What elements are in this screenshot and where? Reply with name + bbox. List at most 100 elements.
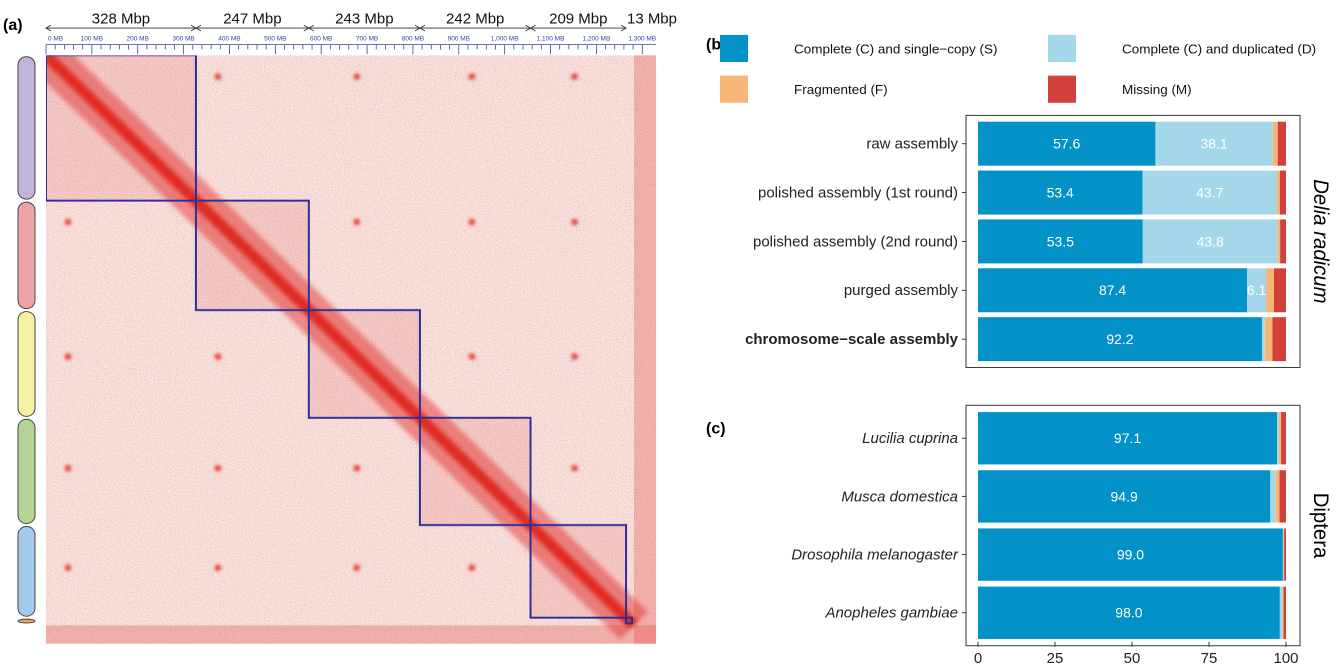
bar-segment-F <box>1283 528 1285 581</box>
size-label: 247 Mbp <box>223 11 281 27</box>
category-label: Lucilia cuprina <box>862 431 958 447</box>
size-label: 13 Mbp <box>627 11 677 27</box>
bar-segment-F <box>1278 412 1282 465</box>
size-arrow-head <box>620 24 627 32</box>
bar-segment-F <box>1265 268 1274 313</box>
x-tick-label: 0 <box>974 651 982 667</box>
bar-segment-F <box>1277 170 1280 215</box>
bar-segment-M <box>1283 586 1286 639</box>
bar-data-label: 6.1 <box>1247 283 1266 298</box>
ruler-tick-label: 0 MB <box>48 36 63 43</box>
bar-segment-M <box>1272 317 1286 362</box>
ruler-tick-label: 300 MB <box>172 36 194 43</box>
chromosome-segment <box>17 618 36 624</box>
bar-segment-D <box>1279 586 1283 639</box>
ruler-tick-label: 100 MB <box>81 36 103 43</box>
legend-label: Missing (M) <box>1122 82 1192 97</box>
legend-swatch <box>720 34 748 63</box>
category-label: Anopheles gambiae <box>824 606 958 622</box>
legend-label: Complete (C) and duplicated (D) <box>1122 42 1316 57</box>
bar-segment-S <box>978 121 1156 166</box>
bar-segment-F <box>1277 219 1281 264</box>
chromosome-box <box>529 524 628 619</box>
map-centromere-dots <box>64 73 578 572</box>
bar-segment-S <box>978 528 1283 581</box>
bar-segment-M <box>1273 268 1286 313</box>
bar-segment-D <box>1247 268 1266 313</box>
size-arrow-head <box>419 24 426 32</box>
size-arrow-head <box>45 24 52 32</box>
bar-segment-S <box>978 170 1143 215</box>
x-tick-label: 75 <box>1201 651 1218 667</box>
strip-label-diptera: Diptera <box>1309 493 1332 559</box>
bar-data-label: 43.8 <box>1197 234 1225 249</box>
bar-segment-S <box>978 586 1280 639</box>
bar-segment-D <box>1277 412 1279 465</box>
chromosome-segment <box>17 56 36 200</box>
bar-data-label: 92.2 <box>1106 332 1133 347</box>
bar-segment-S <box>978 317 1262 362</box>
chromosome-size-arrows: 328 Mbp 247 Mbp 243 Mbp 242 Mbp 209 Mbp 13 Mb… <box>45 11 677 32</box>
ruler-tick-label: 200 MB <box>127 36 149 43</box>
panel-c-label: (c) <box>706 421 726 438</box>
bar-segment-F <box>1275 470 1280 523</box>
ruler-tick-label: 1,000 MB <box>491 36 519 43</box>
busco-bars: 57.6 38.1 raw assembly 53.4 43.7 polished ass… <box>745 114 1301 647</box>
bar-segment-M <box>1279 170 1286 215</box>
strip-label-delia-radicum: Delia radicum <box>1309 179 1332 303</box>
bar-data-label: 87.4 <box>1099 283 1127 298</box>
chromosome-boxes <box>46 55 634 625</box>
bar-segment-D <box>1155 121 1273 166</box>
ruler-tick-label: 700 MB <box>356 36 378 43</box>
size-arrow-head <box>307 24 315 32</box>
chromosome-box <box>46 55 197 202</box>
category-label: chromosome−scale assembly <box>745 332 959 348</box>
chromosome-ideogram <box>17 56 36 624</box>
bar-data-label: 57.6 <box>1053 137 1081 152</box>
bar-data-label: 99.0 <box>1117 548 1145 563</box>
chromosome-box <box>307 309 421 419</box>
map-blocks <box>46 55 627 618</box>
legend-label: Complete (C) and single−copy (S) <box>794 42 997 57</box>
panel-a: (a) 328 Mbp 247 Mbp 243 Mbp 242 Mbp 209 Mbp 1… <box>3 11 677 644</box>
bar-data-label: 53.5 <box>1047 234 1075 249</box>
bar-segment-M <box>1284 528 1286 581</box>
chart-legend: Complete (C) and single−copy (S) Complete… <box>720 34 1316 103</box>
map-fringe-right <box>634 55 656 644</box>
bar-data-label: 53.4 <box>1047 186 1075 201</box>
legend-swatch <box>720 75 748 103</box>
size-label: 209 Mbp <box>549 11 607 27</box>
ruler-tick-label: 800 MB <box>402 36 424 43</box>
legend-swatch <box>1048 34 1076 63</box>
map-diagonal <box>46 55 648 639</box>
bar-data-label: 94.9 <box>1111 489 1138 504</box>
chromosome-segment <box>17 311 36 417</box>
size-arrow-head <box>529 24 536 32</box>
ruler-tick-label: 1,100 MB <box>537 36 565 43</box>
bar-segment-D <box>1261 317 1265 362</box>
legend-swatch <box>1048 75 1076 103</box>
bar-segment-M <box>1280 219 1286 264</box>
ruler-tick-label: 400 MB <box>218 36 240 43</box>
panel-bc: (b) (c) Complete (C) and single−copy (S)… <box>706 34 1332 667</box>
size-label: 242 Mbp <box>446 11 504 27</box>
ruler-tick-label: 500 MB <box>264 36 286 43</box>
size-label: 243 Mbp <box>335 11 393 27</box>
legend-label: Fragmented (F) <box>794 82 888 97</box>
bar-segment-M <box>1279 470 1286 523</box>
chromosome-segment <box>17 418 36 525</box>
panel-a-label: (a) <box>3 17 23 34</box>
bar-data-label: 38.1 <box>1200 137 1227 152</box>
bar-segment-M <box>1277 121 1286 166</box>
category-label: purged assembly <box>844 283 959 299</box>
bar-segment-S <box>978 470 1271 523</box>
category-label: polished assembly (1st round) <box>758 186 958 202</box>
x-axis: 0 25 50 75 100 <box>974 641 1299 667</box>
bar-segment-D <box>1270 470 1276 523</box>
bar-segment-D <box>1142 219 1278 264</box>
category-label: Musca domestica <box>841 489 958 505</box>
category-label: raw assembly <box>866 137 958 153</box>
chromosome-box <box>418 416 532 527</box>
size-arrow-head <box>195 24 202 32</box>
